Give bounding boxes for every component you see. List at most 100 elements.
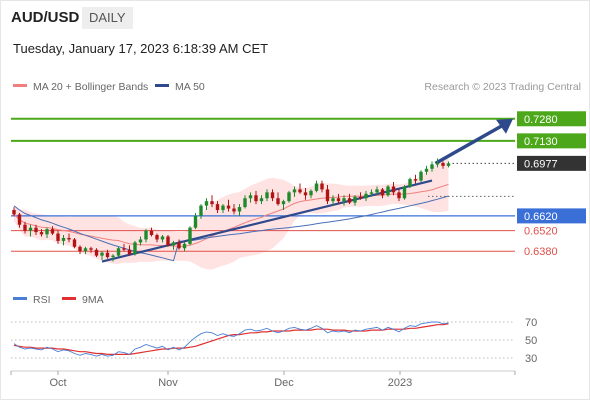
ma50-legend-label[interactable]: MA 50 [175, 81, 205, 93]
candle-down [325, 189, 330, 202]
pivot-label-0.6620: 0.6620 [524, 211, 558, 223]
rsi-tick-70: 70 [525, 317, 537, 329]
candle-up [193, 215, 198, 228]
candle-down [391, 186, 396, 193]
candle-down [232, 208, 236, 212]
candle-down [127, 249, 132, 255]
candle-up [45, 229, 49, 235]
candle-down [358, 196, 363, 199]
resistance-label-0.7130: 0.7130 [524, 136, 558, 148]
forecast-arrow-shaft [434, 124, 503, 165]
ma20-legend-label[interactable]: MA 20 + Bollinger Bands [33, 81, 148, 93]
candle-down [72, 239, 77, 247]
credit-text: Research © 2023 Trading Central [424, 81, 581, 93]
candle-down [89, 248, 93, 250]
candle-up [314, 183, 319, 191]
candle-down [67, 237, 71, 240]
candle-down [149, 230, 154, 236]
bollinger-band-area [14, 157, 449, 270]
candle-down [320, 183, 324, 190]
time-axis: Oct Nov Dec 2023 [10, 371, 516, 389]
candle-up [144, 230, 148, 240]
candle-down [166, 236, 170, 246]
rsi-line [13, 321, 449, 357]
candle-down [276, 198, 280, 205]
candle-up [287, 192, 291, 202]
candle-down [12, 210, 16, 215]
candle-up [171, 242, 176, 246]
candle-down [94, 249, 99, 256]
candle-down [56, 233, 60, 241]
ma50-legend-swatch [155, 84, 169, 87]
candle-down [347, 198, 352, 203]
forecast-arrow-head [496, 118, 513, 134]
time-tick-nov: Nov [158, 377, 178, 389]
rsi-legend-label[interactable]: RSI [33, 294, 51, 306]
candle-up [281, 201, 286, 205]
candle-up [248, 195, 253, 199]
candle-up [182, 243, 187, 249]
resistance-label-0.7280: 0.7280 [524, 114, 558, 126]
candle-up [292, 189, 297, 193]
last-price-label: 0.6977 [524, 158, 558, 170]
candle-up [83, 248, 88, 252]
candle-up [204, 201, 209, 206]
time-tick-2023: 2023 [388, 377, 412, 389]
candle-up [265, 192, 269, 199]
candle-up [435, 162, 440, 165]
pivot-label-bg-0.6620 [517, 208, 586, 224]
candle-down [50, 229, 55, 234]
candle-up [100, 252, 104, 256]
candle-up [243, 198, 247, 208]
resistance-label-bg-0.7130 [517, 133, 586, 149]
support-label-0.6380: 0.6380 [524, 246, 558, 258]
moving-averages [13, 183, 449, 262]
candle-up [364, 193, 368, 199]
candle-up [160, 236, 165, 240]
ma9-legend-label[interactable]: 9MA [82, 294, 104, 306]
support-label-0.6520: 0.6520 [524, 226, 558, 238]
candle-up [342, 198, 346, 202]
candle-down [39, 232, 44, 235]
candle-down [210, 201, 214, 205]
ma50-line [13, 195, 449, 262]
candle-down [254, 195, 258, 202]
time-tick-dec: Dec [274, 377, 294, 389]
rsi-tick-50: 50 [525, 335, 537, 347]
candle-down [215, 204, 220, 211]
candle-down [23, 224, 27, 231]
candle-down [122, 248, 126, 250]
candle-up [331, 198, 335, 202]
candle-down [298, 189, 302, 193]
candle-up [419, 171, 423, 181]
candle-down [303, 192, 308, 196]
candle-up [430, 164, 434, 169]
rsi-tick-30: 30 [525, 353, 537, 365]
candle-up [424, 168, 429, 172]
candle-down [105, 252, 110, 258]
candle-up [116, 248, 121, 256]
rsi-ma9-line [13, 323, 449, 355]
symbol-title: AUD/USD [11, 9, 80, 26]
candle-up [446, 163, 451, 166]
candle-down [155, 235, 159, 240]
candle-down [17, 214, 22, 225]
candle-up [221, 205, 225, 211]
candle-down [441, 162, 445, 166]
candle-up [111, 255, 115, 258]
candle-down [34, 227, 38, 233]
rsi-panel: 70 50 30 [11, 317, 537, 365]
candle-down [78, 246, 82, 252]
candle-up [402, 186, 407, 199]
candle-up [237, 207, 242, 212]
candle-up [188, 227, 192, 244]
time-tick-oct: Oct [49, 377, 66, 389]
candle-up [353, 196, 357, 203]
last-price-label-bg [517, 155, 586, 171]
candle-down [413, 179, 418, 181]
candle-up [28, 227, 33, 231]
candle-down [270, 192, 275, 199]
timeframe-badge[interactable]: DAILY [82, 7, 133, 29]
candles [12, 158, 451, 262]
